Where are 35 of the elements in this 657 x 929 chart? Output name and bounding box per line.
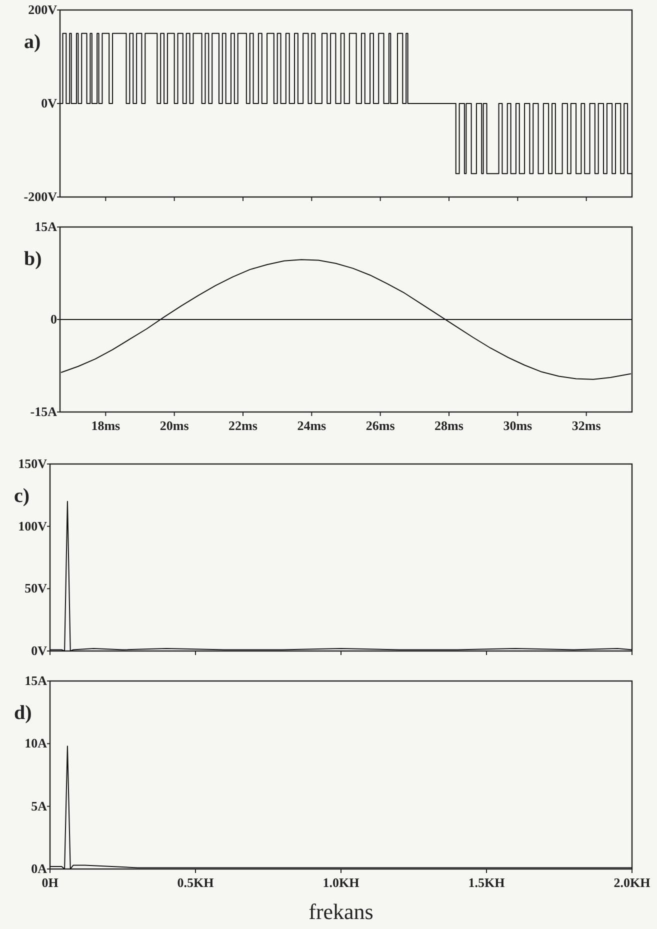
y-tick-label: 0V bbox=[41, 96, 58, 110]
y-tick-label: 0 bbox=[50, 312, 57, 326]
y-tick-label: 150V bbox=[18, 456, 48, 471]
text: c) bbox=[14, 485, 30, 507]
x-tick-label: 18ms bbox=[91, 418, 120, 433]
x-tick-label: 26ms bbox=[366, 418, 395, 433]
y-tick-label: -200V bbox=[24, 189, 58, 204]
x-tick-label: 24ms bbox=[297, 418, 326, 433]
y-tick-label: 15A bbox=[24, 673, 48, 688]
y-tick-label: 100V bbox=[18, 518, 48, 534]
x-tick-label: 2.0KH bbox=[614, 875, 650, 890]
y-tick-label: -15A bbox=[30, 404, 58, 419]
text: a) bbox=[24, 31, 41, 53]
x-tick-label: 30ms bbox=[503, 418, 532, 433]
x-tick-label: 0H bbox=[42, 875, 58, 890]
x-tick-label: 0.5KH bbox=[177, 875, 214, 890]
x-axis-title: frekans bbox=[308, 899, 374, 924]
x-tick-label: 32ms bbox=[572, 418, 601, 433]
y-tick-label: 0V bbox=[31, 643, 48, 658]
y-tick-label: 200V bbox=[28, 2, 58, 17]
y-tick-label: 50V bbox=[24, 580, 48, 596]
x-tick-label: 1.0KH bbox=[322, 875, 360, 890]
y-tick-label: 15A bbox=[34, 219, 58, 234]
x-tick-label: 20ms bbox=[160, 418, 189, 433]
line-series bbox=[50, 500, 632, 652]
text: d) bbox=[14, 702, 32, 724]
y-tick-label: 10A bbox=[24, 736, 48, 751]
y-tick-label: 0A bbox=[31, 861, 48, 876]
x-tick-label: 1.5KH bbox=[468, 875, 505, 890]
x-tick-label: 22ms bbox=[228, 418, 258, 433]
text: b) bbox=[24, 248, 42, 270]
x-tick-label: 28ms bbox=[434, 418, 464, 433]
y-tick-label: 5A bbox=[31, 798, 48, 814]
line-series bbox=[50, 746, 632, 870]
line-series bbox=[60, 259, 632, 380]
